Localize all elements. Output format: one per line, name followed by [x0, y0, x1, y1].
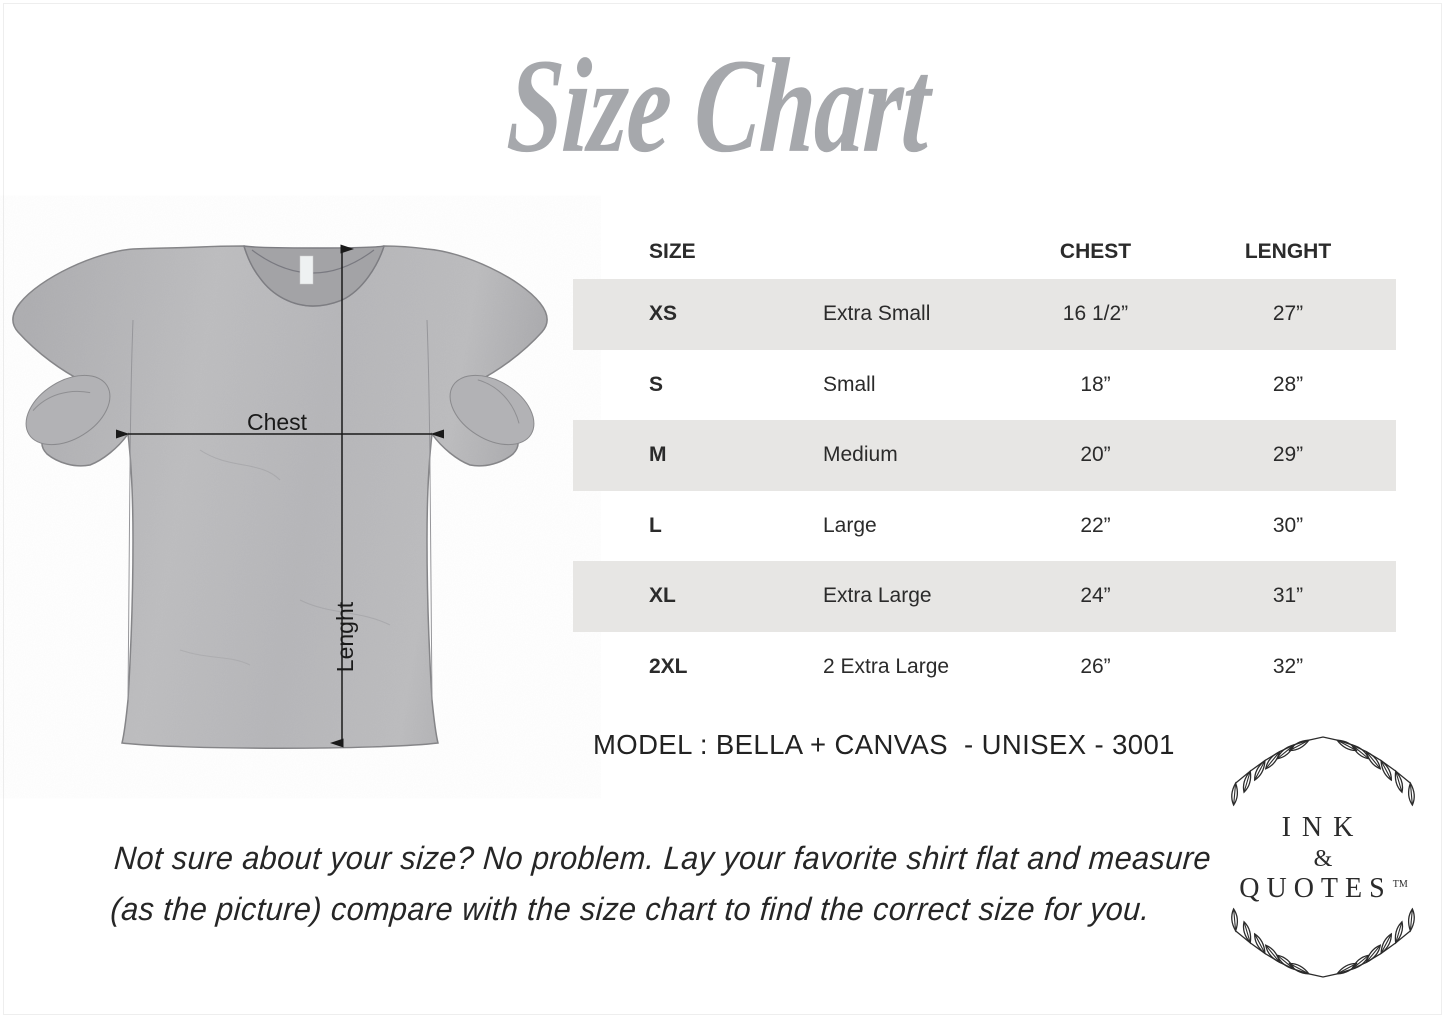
svg-text:Lenght: Lenght — [332, 601, 358, 672]
svg-text:Chest: Chest — [247, 409, 308, 435]
